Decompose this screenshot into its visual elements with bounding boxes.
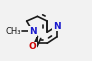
- Text: O: O: [29, 42, 37, 51]
- Text: N: N: [53, 22, 61, 31]
- Text: CH₃: CH₃: [6, 27, 21, 36]
- Text: N: N: [29, 27, 37, 36]
